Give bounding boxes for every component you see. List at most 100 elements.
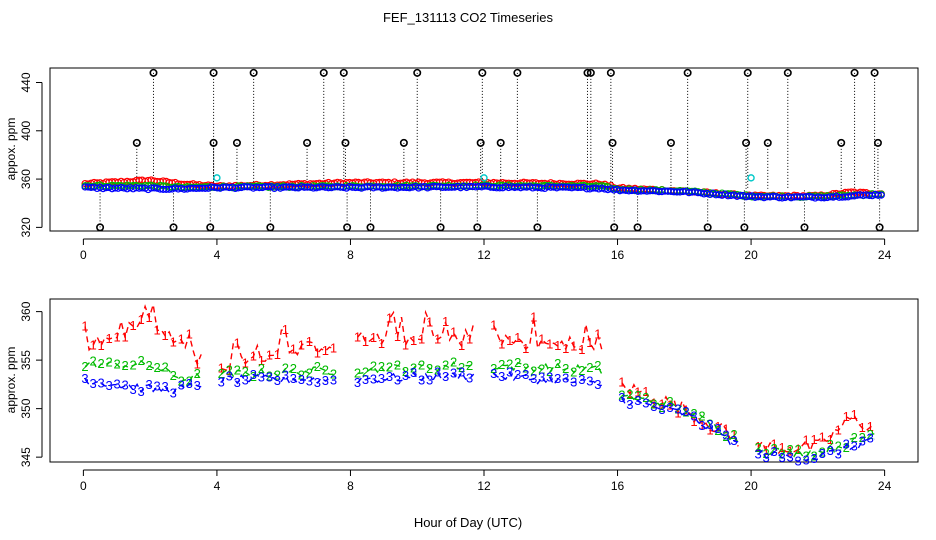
bot-series-marker-3: 3 — [154, 378, 161, 393]
bot-series-marker-2: 2 — [226, 363, 233, 378]
bot-series-marker-1: 1 — [690, 414, 697, 429]
bot-series-marker-2: 2 — [322, 362, 329, 377]
bot-series-marker-3: 3 — [410, 365, 417, 380]
bot-series-marker-1: 1 — [442, 314, 449, 329]
bot-series-marker-3: 3 — [730, 433, 737, 448]
top-reference-point — [303, 138, 312, 147]
bot-series-marker-3: 3 — [690, 408, 697, 423]
bot-series-marker-3: 3 — [298, 372, 305, 387]
chart-title: FEF_131113 CO2 Timeseries — [383, 10, 554, 25]
bot-series-marker-2: 2 — [827, 437, 834, 452]
bot-series-marker-3: 3 — [570, 374, 577, 389]
bot-series-marker-3: 3 — [458, 365, 465, 380]
top-reference-point — [583, 68, 592, 77]
top-reference-point — [249, 68, 258, 77]
bot-series-marker-3: 3 — [250, 367, 257, 382]
bot-series-marker-2: 2 — [706, 417, 713, 432]
top-reference-point — [586, 68, 595, 77]
top-reference-point — [149, 68, 158, 77]
top-reference-point — [633, 223, 642, 232]
bot-series-marker-2: 2 — [682, 405, 689, 420]
bot-series-marker-3: 3 — [714, 421, 721, 436]
bot-series-marker-3: 3 — [795, 453, 802, 468]
top-reference-point — [837, 138, 846, 147]
bot-series-marker-1: 1 — [578, 342, 585, 357]
bot-series-marker-3: 3 — [618, 390, 625, 405]
bot-series-marker-2: 2 — [258, 361, 265, 376]
bot-series-marker-2: 2 — [690, 406, 697, 421]
bot-x-tick-label: 0 — [80, 479, 87, 493]
bot-series-marker-3: 3 — [450, 366, 457, 381]
bot-series-marker-1: 1 — [754, 439, 761, 454]
top-reference-point — [476, 138, 485, 147]
bot-series-marker-3: 3 — [194, 378, 201, 393]
bot-series-marker-2: 2 — [113, 357, 120, 372]
bot-series-marker-3: 3 — [306, 373, 313, 388]
bot-series-marker-1: 1 — [546, 336, 553, 351]
bot-series-marker-2: 2 — [618, 388, 625, 403]
bot-series-marker-3: 3 — [530, 371, 537, 386]
top-reference-point — [478, 68, 487, 77]
bot-series-marker-2: 2 — [354, 365, 361, 380]
bot-series-marker-2: 2 — [698, 409, 705, 424]
bot-series-marker-3: 3 — [186, 376, 193, 391]
bot-series-marker-2: 2 — [859, 430, 866, 445]
bot-series-line-1 — [757, 414, 875, 456]
top-reference-point — [610, 223, 619, 232]
bot-series-marker-2: 2 — [130, 357, 137, 372]
bot-series-marker-1: 1 — [162, 328, 169, 343]
bot-series-marker-3: 3 — [642, 396, 649, 411]
bot-series-marker-3: 3 — [578, 372, 585, 387]
bot-series-line-1 — [84, 304, 202, 367]
bot-series-marker-2: 2 — [851, 430, 858, 445]
bot-series-marker-2: 2 — [410, 360, 417, 375]
bot-y-tick-label: 345 — [19, 447, 33, 467]
bot-series-marker-2: 2 — [466, 358, 473, 373]
top-calibration-point — [213, 174, 221, 182]
bot-series-marker-1: 1 — [730, 427, 737, 442]
bot-series-marker-2: 2 — [634, 388, 641, 403]
bot-series-marker-3: 3 — [554, 371, 561, 386]
bot-series-marker-2: 2 — [458, 360, 465, 375]
bot-series-line-1 — [493, 317, 603, 352]
bot-series-marker-2: 2 — [530, 363, 537, 378]
top-reference-point — [341, 138, 350, 147]
top-reference-point — [436, 223, 445, 232]
bot-series-marker-2: 2 — [194, 366, 201, 381]
bot-series-marker-1: 1 — [306, 334, 313, 349]
top-reference-point — [875, 223, 884, 232]
top-reference-point — [783, 68, 792, 77]
bot-series-marker-1: 1 — [819, 429, 826, 444]
bot-series-line-2 — [757, 432, 875, 458]
top-reference-point — [703, 223, 712, 232]
bot-y-tick-label: 360 — [19, 301, 33, 321]
bot-series-marker-2: 2 — [722, 429, 729, 444]
bot-series-marker-1: 1 — [843, 409, 850, 424]
bot-series-line-2 — [357, 361, 475, 375]
bot-series-marker-1: 1 — [570, 338, 577, 353]
bot-series-marker-1: 1 — [514, 330, 521, 345]
bot-series-marker-2: 2 — [250, 369, 257, 384]
bot-series-marker-1: 1 — [827, 432, 834, 447]
bot-series-marker-2: 2 — [586, 360, 593, 375]
bot-series-marker-1: 1 — [113, 330, 120, 345]
bot-series-marker-3: 3 — [819, 446, 826, 461]
bot-series-marker-2: 2 — [426, 361, 433, 376]
bot-series-marker-2: 2 — [770, 441, 777, 456]
bot-series-marker-2: 2 — [402, 364, 409, 379]
bot-series-marker-2: 2 — [162, 360, 169, 375]
top-reference-point — [319, 68, 328, 77]
bot-series-marker-2: 2 — [218, 366, 225, 381]
bot-series-marker-1: 1 — [314, 345, 321, 360]
bot-series-marker-1: 1 — [274, 347, 281, 362]
bot-series-marker-3: 3 — [843, 437, 850, 452]
bot-series-marker-3: 3 — [658, 402, 665, 417]
bot-series-marker-1: 1 — [666, 397, 673, 412]
bot-x-tick-label: 12 — [477, 479, 491, 493]
bot-series-marker-1: 1 — [105, 331, 112, 346]
bot-series-marker-3: 3 — [650, 399, 657, 414]
bot-series-marker-1: 1 — [138, 312, 145, 327]
top-reference-point — [206, 223, 215, 232]
bot-series-marker-2: 2 — [754, 440, 761, 455]
